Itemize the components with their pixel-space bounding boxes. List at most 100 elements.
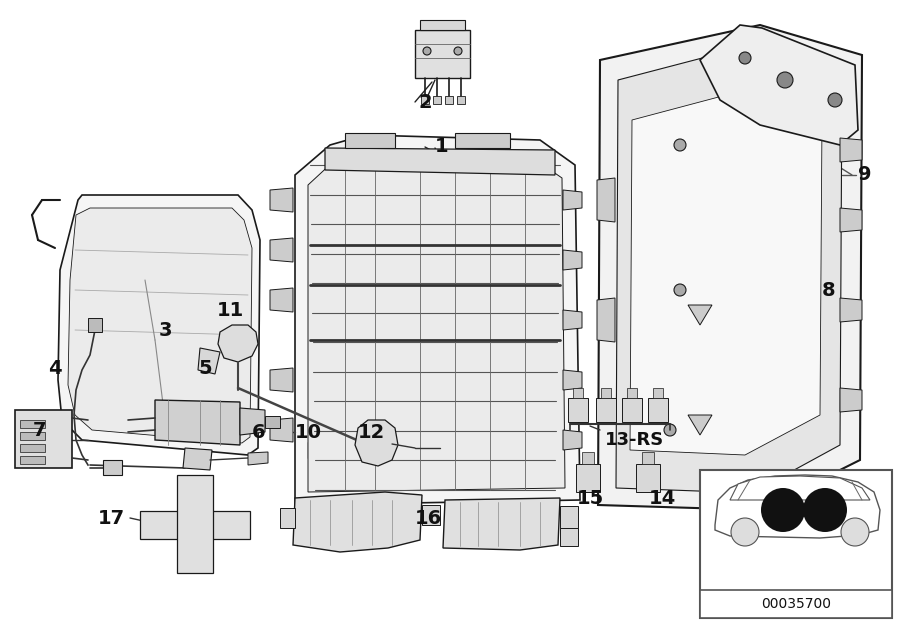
Polygon shape: [58, 195, 260, 455]
Polygon shape: [700, 470, 892, 618]
Circle shape: [674, 284, 686, 296]
Polygon shape: [582, 452, 594, 464]
Polygon shape: [730, 476, 870, 500]
Text: 14: 14: [648, 488, 676, 507]
Polygon shape: [700, 590, 892, 618]
Polygon shape: [597, 298, 615, 342]
Circle shape: [664, 424, 676, 436]
Polygon shape: [596, 398, 616, 422]
Polygon shape: [568, 398, 588, 422]
Polygon shape: [295, 135, 580, 505]
Polygon shape: [636, 464, 660, 492]
Text: 00035700: 00035700: [761, 597, 831, 611]
Polygon shape: [240, 408, 265, 435]
Polygon shape: [270, 288, 293, 312]
Polygon shape: [218, 325, 258, 362]
Text: 12: 12: [358, 422, 385, 441]
Polygon shape: [325, 148, 555, 175]
Text: 5: 5: [198, 359, 212, 377]
Polygon shape: [630, 90, 822, 455]
Polygon shape: [421, 96, 429, 104]
Circle shape: [777, 72, 793, 88]
Circle shape: [841, 518, 869, 546]
Polygon shape: [653, 388, 663, 398]
Text: 9: 9: [858, 166, 871, 185]
Polygon shape: [265, 416, 280, 428]
Circle shape: [761, 488, 805, 532]
Text: 3: 3: [158, 321, 172, 340]
Circle shape: [731, 518, 759, 546]
Polygon shape: [15, 410, 72, 468]
Polygon shape: [308, 152, 565, 492]
Polygon shape: [563, 310, 582, 330]
Polygon shape: [642, 452, 654, 464]
Polygon shape: [20, 444, 45, 452]
Polygon shape: [573, 388, 583, 398]
Polygon shape: [840, 388, 862, 412]
Polygon shape: [576, 464, 600, 492]
Polygon shape: [155, 400, 240, 445]
Polygon shape: [20, 432, 45, 440]
Polygon shape: [563, 370, 582, 390]
Text: 1: 1: [435, 138, 448, 156]
Polygon shape: [270, 368, 293, 392]
Polygon shape: [20, 456, 45, 464]
Text: 15: 15: [576, 488, 604, 507]
Polygon shape: [598, 25, 862, 510]
Polygon shape: [68, 208, 252, 443]
Text: 17: 17: [98, 509, 125, 528]
Polygon shape: [601, 388, 611, 398]
Circle shape: [803, 488, 847, 532]
Text: 16: 16: [415, 509, 442, 528]
Text: 7: 7: [33, 420, 47, 439]
Polygon shape: [103, 460, 122, 475]
Polygon shape: [700, 25, 858, 145]
Polygon shape: [560, 506, 578, 528]
Polygon shape: [293, 492, 422, 552]
Polygon shape: [563, 250, 582, 270]
Polygon shape: [622, 398, 642, 422]
Polygon shape: [616, 45, 842, 493]
Circle shape: [454, 47, 462, 55]
Polygon shape: [177, 475, 213, 573]
Polygon shape: [20, 420, 45, 428]
Polygon shape: [88, 318, 102, 332]
Polygon shape: [248, 452, 268, 465]
Polygon shape: [455, 133, 510, 148]
Polygon shape: [627, 388, 637, 398]
Circle shape: [674, 139, 686, 151]
Polygon shape: [198, 348, 220, 374]
Polygon shape: [648, 398, 668, 422]
Text: 11: 11: [216, 300, 244, 319]
Polygon shape: [183, 448, 212, 470]
Polygon shape: [420, 20, 465, 30]
Polygon shape: [422, 505, 440, 525]
Polygon shape: [270, 418, 293, 442]
Circle shape: [423, 47, 431, 55]
Polygon shape: [270, 238, 293, 262]
Text: 2: 2: [418, 93, 432, 112]
Polygon shape: [560, 528, 578, 546]
Polygon shape: [443, 498, 560, 550]
Polygon shape: [280, 508, 295, 528]
Polygon shape: [688, 305, 712, 325]
Circle shape: [828, 93, 842, 107]
Polygon shape: [597, 178, 615, 222]
Polygon shape: [840, 138, 862, 162]
Polygon shape: [415, 30, 470, 78]
Polygon shape: [345, 133, 395, 148]
Text: 8: 8: [822, 281, 835, 300]
Text: 4: 4: [49, 359, 62, 377]
Polygon shape: [445, 96, 453, 104]
Polygon shape: [563, 430, 582, 450]
Polygon shape: [688, 415, 712, 435]
Polygon shape: [457, 96, 465, 104]
Polygon shape: [563, 190, 582, 210]
Polygon shape: [840, 208, 862, 232]
Text: 13-RS: 13-RS: [606, 431, 664, 449]
Text: 10: 10: [294, 422, 321, 441]
Polygon shape: [433, 96, 441, 104]
Circle shape: [739, 52, 751, 64]
Polygon shape: [355, 420, 398, 466]
Text: 6: 6: [251, 422, 265, 441]
